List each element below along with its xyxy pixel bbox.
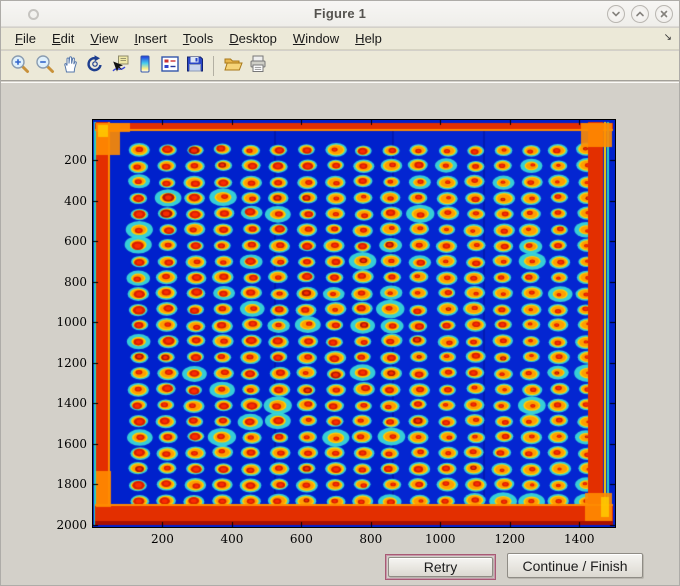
maximize-button[interactable] [631,5,649,23]
window-menu-button[interactable] [28,9,39,20]
window-controls [607,5,673,23]
minimize-button[interactable] [607,5,625,23]
save-button[interactable] [182,54,207,78]
toolbar-divider [1,82,679,83]
y-tick-label: 1800 [56,477,87,492]
chevron-down-icon [611,9,621,19]
open-folder-icon [223,54,243,77]
y-tick-label: 1000 [56,315,87,330]
menu-insert[interactable]: Insert [134,31,167,46]
pan-button[interactable] [57,54,82,78]
y-tick-label: 800 [64,274,87,289]
window-title: Figure 1 [313,6,367,21]
x-tick-label: 600 [289,532,313,546]
continue-finish-button[interactable]: Continue / Finish [507,553,643,578]
printer-icon [248,54,268,77]
retry-button[interactable]: Retry [388,557,493,577]
rotate-3d-icon [85,54,105,77]
x-tick-label: 400 [220,532,244,546]
legend-icon [160,54,180,77]
rotate-3d-button[interactable] [82,54,107,78]
print-button[interactable] [245,54,270,78]
menu-window[interactable]: Window [292,31,340,46]
plot-axes [92,119,616,528]
hand-icon [60,54,80,77]
y-tick-label: 200 [64,153,87,168]
open-button[interactable] [220,54,245,78]
y-tick-label: 400 [64,193,87,208]
close-button[interactable] [655,5,673,23]
figure-canvas: Retry Continue / Finish 200 400 600 800 1000… [1,83,679,585]
menu-desktop[interactable]: Desktop [229,31,277,46]
colorbar-icon [135,54,155,77]
x-tick-label: 1400 [563,532,595,546]
chevron-up-icon [635,9,645,19]
x-tick-label: 200 [151,532,174,546]
data-cursor-button[interactable] [107,54,132,78]
menu-bar: File Edit View Insert Tools Desktop Wind… [1,28,679,50]
plot-image[interactable] [93,120,615,527]
insert-legend-button[interactable] [157,54,182,78]
retry-button-focus-ring: Retry [385,554,496,580]
y-tick-label: 1200 [56,355,87,370]
zoom-out-button[interactable] [32,54,57,78]
menu-tools[interactable]: Tools [182,31,214,46]
colorbar-button[interactable] [132,54,157,78]
menu-view[interactable]: View [90,31,119,46]
toolbar [1,51,679,81]
x-tick-label: 800 [359,532,383,546]
y-tick-label: 2000 [56,517,87,532]
menu-help[interactable]: Help [355,31,382,46]
toolbar-separator [213,55,214,76]
y-tick-label: 1600 [56,436,87,451]
menu-overflow-arrow-icon: ↘ [663,32,672,43]
data-cursor-icon [110,54,130,77]
y-tick-label: 1400 [56,396,87,411]
floppy-disk-icon [185,54,205,77]
y-tick-label: 600 [64,234,87,249]
menu-file[interactable]: File [15,31,36,46]
zoom-in-button[interactable] [7,54,32,78]
zoom-in-icon [10,54,30,77]
x-icon [659,9,669,19]
x-tick-label: 1200 [494,532,526,546]
zoom-out-icon [35,54,55,77]
titlebar[interactable]: Figure 1 [1,1,679,27]
menu-edit[interactable]: Edit [51,31,75,46]
x-tick-label: 1000 [425,532,456,546]
